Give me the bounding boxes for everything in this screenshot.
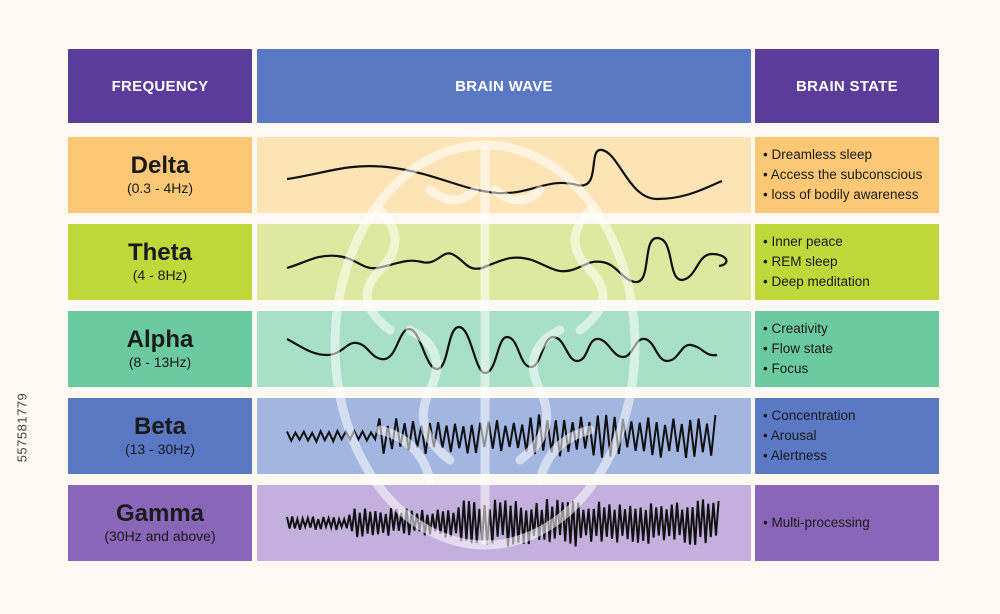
gamma-waveform <box>286 499 720 547</box>
state-item: Access the subconscious <box>763 165 939 185</box>
wave-cell-gamma <box>257 485 751 561</box>
state-item: Concentration <box>763 406 939 426</box>
wave-cell-theta <box>257 224 751 300</box>
state-item: Deep meditation <box>763 272 939 292</box>
state-item: Focus <box>763 359 939 379</box>
freq-cell-delta: Delta (0.3 - 4Hz) <box>68 137 252 213</box>
header-frequency: FREQUENCY <box>68 49 252 123</box>
state-item: REM sleep <box>763 252 939 272</box>
alpha-waveform <box>286 325 718 375</box>
state-cell-delta: Dreamless sleep Access the subconscious … <box>755 137 939 213</box>
state-item: Alertness <box>763 446 939 466</box>
freq-cell-alpha: Alpha (8 - 13Hz) <box>68 311 252 387</box>
state-cell-beta: Concentration Arousal Alertness <box>755 398 939 474</box>
state-cell-alpha: Creativity Flow state Focus <box>755 311 939 387</box>
wave-name: Alpha <box>126 326 194 353</box>
header-brain-wave: BRAIN WAVE <box>257 49 751 123</box>
state-cell-theta: Inner peace REM sleep Deep meditation <box>755 224 939 300</box>
wave-name: Gamma <box>115 500 205 527</box>
stock-id-label: 557581779 <box>14 392 30 463</box>
freq-cell-gamma: Gamma (30Hz and above) <box>68 485 252 561</box>
freq-cell-theta: Theta (4 - 8Hz) <box>68 224 252 300</box>
wave-cell-beta <box>257 398 751 474</box>
wave-name: Beta <box>133 413 187 440</box>
wave-range: (4 - 8Hz) <box>132 267 188 283</box>
wave-range: (0.3 - 4Hz) <box>126 180 194 196</box>
state-item: Creativity <box>763 319 939 339</box>
wave-range: (30Hz and above) <box>104 528 216 544</box>
state-item: loss of bodily awareness <box>763 185 939 205</box>
wave-cell-alpha <box>257 311 751 387</box>
freq-cell-beta: Beta (13 - 30Hz) <box>68 398 252 474</box>
theta-waveform <box>286 236 728 284</box>
delta-waveform <box>286 148 723 201</box>
state-item: Multi-processing <box>763 513 939 533</box>
state-item: Inner peace <box>763 232 939 252</box>
state-item: Arousal <box>763 426 939 446</box>
header-brain-state: BRAIN STATE <box>755 49 939 123</box>
wave-range: (8 - 13Hz) <box>128 354 192 370</box>
state-item: Dreamless sleep <box>763 145 939 165</box>
wave-range: (13 - 30Hz) <box>124 441 196 457</box>
beta-waveform <box>286 414 717 459</box>
wave-name: Theta <box>127 239 192 266</box>
wave-name: Delta <box>130 152 190 179</box>
wave-cell-delta <box>257 137 751 213</box>
state-item: Flow state <box>763 339 939 359</box>
state-cell-gamma: Multi-processing <box>755 485 939 561</box>
